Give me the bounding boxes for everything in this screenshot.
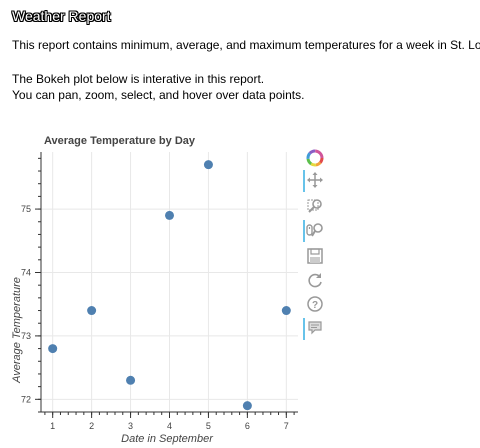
x-tick-label: 3 <box>128 421 133 431</box>
y-tick-label: 73 <box>21 331 31 341</box>
save-tool-button[interactable] <box>305 246 327 266</box>
x-tick-label: 1 <box>50 421 55 431</box>
pan-tool-button[interactable] <box>303 170 327 192</box>
svg-text:?: ? <box>312 300 318 311</box>
data-point[interactable] <box>48 344 58 354</box>
x-tick-label: 4 <box>167 421 172 431</box>
data-point[interactable] <box>87 306 97 316</box>
reset-tool-button[interactable] <box>305 270 327 290</box>
save-icon <box>307 248 323 264</box>
data-point[interactable] <box>242 401 252 411</box>
help-icon: ? <box>307 296 323 312</box>
y-axis-ticks: 72 73 74 75 <box>21 157 41 413</box>
x-tick-label: 5 <box>206 421 211 431</box>
y-tick-label: 72 <box>21 394 31 404</box>
chart-grid <box>41 152 298 412</box>
data-point[interactable] <box>126 375 136 385</box>
y-tick-label: 75 <box>21 204 31 214</box>
chart-title: Average Temperature by Day <box>44 135 196 147</box>
pan-icon <box>307 172 323 188</box>
box-zoom-tool-button[interactable] <box>305 196 327 216</box>
report-title: Weather Report <box>12 8 111 24</box>
plot-description-text: The Bokeh plot below is interative in th… <box>12 72 265 86</box>
wheel-zoom-icon <box>306 223 323 237</box>
y-tick-label: 74 <box>21 267 31 277</box>
plot-instructions-text: You can pan, zoom, select, and hover ove… <box>12 88 305 102</box>
data-point[interactable] <box>165 210 174 220</box>
y-axis-label: Average Temperature <box>11 277 23 384</box>
x-axis-label: Date in September <box>121 433 214 445</box>
report-intro-text: This report contains minimum, average, a… <box>12 38 480 52</box>
data-point[interactable] <box>203 160 213 170</box>
x-tick-label: 6 <box>245 421 250 431</box>
data-point[interactable] <box>281 306 291 316</box>
data-points[interactable] <box>48 160 291 411</box>
x-axis-ticks: 1 2 3 4 5 6 7 <box>44 412 295 431</box>
reset-icon <box>308 273 322 288</box>
bokeh-logo-icon[interactable] <box>305 148 327 168</box>
box-zoom-icon <box>307 199 322 213</box>
x-tick-label: 2 <box>89 421 94 431</box>
hover-tool-button[interactable] <box>303 318 327 340</box>
x-tick-label: 7 <box>284 421 289 431</box>
hover-icon <box>308 321 322 335</box>
help-tool-button[interactable]: ? <box>305 294 327 314</box>
wheel-zoom-tool-button[interactable] <box>303 220 327 242</box>
